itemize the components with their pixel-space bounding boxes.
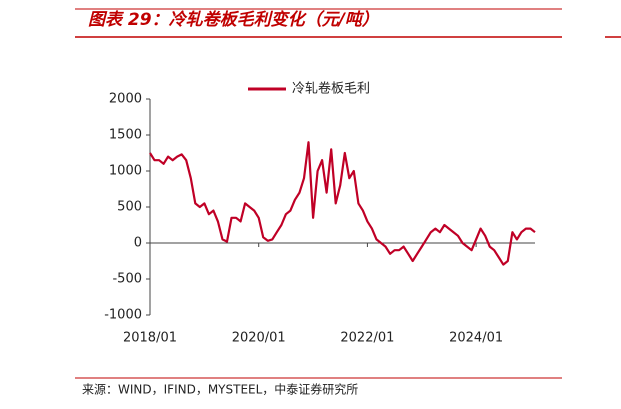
y-tick-label: -1000	[104, 308, 142, 323]
x-tick-label: 2020/01	[232, 331, 286, 346]
source: 来源：WIND，IFIND，MYSTEEL，中泰证券研究所	[82, 382, 358, 397]
y-tick-label: 1500	[109, 128, 142, 143]
x-tick-label: 2022/01	[340, 331, 394, 346]
line-series	[149, 141, 536, 266]
y-tick-label: 500	[117, 200, 142, 215]
y-tick-label: 1000	[109, 164, 142, 179]
y-tick-label: 0	[134, 236, 142, 251]
y-tick-label: 2000	[109, 92, 142, 107]
x-tick-label: 2018/01	[123, 331, 177, 346]
legend-label: 冷轧卷板毛利	[292, 81, 370, 97]
x-tick-label: 2024/01	[449, 331, 503, 346]
chart-title: 图表 29：冷轧卷板毛利变化（元/吨）	[88, 10, 379, 30]
y-tick-label: -500	[112, 272, 142, 287]
